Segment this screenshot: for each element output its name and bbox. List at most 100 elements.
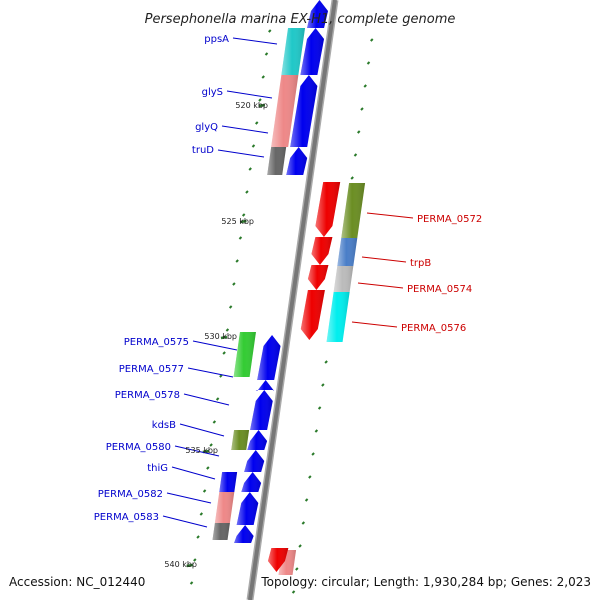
gene-segment-shade — [341, 183, 366, 238]
callout-line — [232, 37, 278, 45]
callout-line — [357, 282, 404, 289]
kbp-tick — [186, 563, 193, 568]
callout-line — [183, 393, 230, 406]
gene-label[interactable]: PERMA_0578 — [115, 390, 180, 401]
gene-segment-shade — [281, 28, 306, 75]
gene-label[interactable]: PERMA_0582 — [98, 489, 163, 500]
tick-mark — [295, 567, 299, 571]
forward-arrow-shade — [236, 492, 259, 525]
kbp-label: 530 kbp — [204, 332, 237, 341]
tick-mark — [268, 29, 272, 33]
tick-mark — [209, 443, 213, 447]
tick-mark — [308, 475, 312, 479]
gene-segment-shade — [219, 472, 238, 492]
kbp-tick — [202, 449, 210, 454]
topology-text: Topology: circular; Length: 1,930,284 bp… — [260, 575, 591, 589]
tick-mark — [261, 75, 265, 79]
tick-mark — [241, 213, 246, 217]
tick-mark — [202, 489, 207, 493]
callout-line — [187, 367, 234, 378]
reverse-arrow-shade — [300, 290, 325, 340]
tick-mark — [317, 406, 322, 410]
forward-arrow-shade — [300, 28, 325, 75]
forward-arrow-shade — [247, 430, 268, 450]
kbp-tick — [258, 103, 266, 108]
tick-mark — [301, 521, 306, 525]
kbp-label: 525 kbp — [221, 217, 254, 226]
tick-mark — [228, 305, 233, 309]
tick-mark — [314, 429, 319, 433]
accession-text: Accession: NC_012440 — [9, 575, 145, 589]
tick-mark — [298, 544, 302, 548]
gene-labels: ppsA glyS glyQ truD PERMA_0572 trpB PERM… — [94, 34, 482, 523]
tick-mark — [255, 121, 259, 125]
gene-label[interactable]: kdsB — [152, 420, 176, 431]
callout-line — [351, 321, 398, 328]
gene-label[interactable]: PERMA_0574 — [407, 284, 472, 295]
gene-label[interactable]: PERMA_0580 — [106, 442, 171, 453]
gene-segment-shade — [333, 266, 354, 292]
tick-mark — [350, 176, 354, 180]
forward-arrow-shade — [244, 450, 265, 472]
kbp-label: 520 kbp — [235, 101, 268, 110]
kbp-tick — [240, 219, 247, 224]
gene-segments — [212, 28, 366, 575]
gene-label[interactable]: glyS — [202, 87, 223, 98]
gene-label[interactable]: glyQ — [195, 122, 218, 133]
gene-segment-shade — [214, 492, 235, 523]
gene-segment-shade — [267, 147, 287, 175]
callout-line — [166, 492, 212, 504]
callout-line — [366, 212, 414, 219]
tick-mark — [366, 61, 371, 65]
gene-segment-shade — [233, 332, 256, 377]
tick-mark — [206, 466, 210, 470]
gene-segment-shade — [326, 292, 350, 342]
gene-label[interactable]: truD — [192, 145, 214, 156]
gene-label[interactable]: PERMA_0583 — [94, 512, 159, 523]
tick-mark — [251, 144, 256, 148]
forward-arrow-shade — [290, 75, 318, 147]
reverse-arrow-shade — [267, 548, 289, 572]
reverse-arrow-shade — [315, 182, 341, 237]
forward-arrow-shade — [255, 380, 275, 391]
tick-mark — [238, 236, 243, 240]
tick-mark — [353, 153, 358, 157]
gene-label[interactable]: PERMA_0577 — [119, 364, 184, 375]
callout-line — [217, 149, 265, 158]
gene-segment-shade — [231, 430, 250, 450]
tick-mark — [321, 383, 325, 387]
forward-arrow-shade — [307, 0, 328, 28]
tick-mark — [258, 98, 262, 102]
callout-line — [174, 445, 220, 457]
tick-mark — [189, 581, 194, 585]
gene-segment-shade — [212, 523, 230, 540]
tick-mark — [199, 512, 204, 516]
tick-mark — [225, 328, 230, 332]
tick-mark — [304, 498, 309, 502]
tick-mark — [360, 107, 364, 111]
tick-mark — [324, 360, 328, 364]
callout-line — [226, 90, 273, 99]
gene-label[interactable]: trpB — [410, 258, 431, 269]
tick-mark — [219, 374, 223, 378]
gene-label[interactable]: PERMA_0572 — [417, 214, 482, 225]
tick-mark — [291, 590, 296, 594]
kbp-label: 535 kbp — [185, 446, 218, 455]
gene-segment-shade — [337, 238, 358, 266]
callout-line — [192, 340, 238, 351]
gene-label[interactable]: PERMA_0575 — [124, 337, 189, 348]
callout-line — [361, 256, 407, 263]
tick-mark — [212, 420, 217, 424]
callout-line — [221, 125, 269, 134]
tick-mark — [363, 84, 367, 88]
kbp-label: 540 kbp — [164, 560, 197, 569]
gene-label[interactable]: ppsA — [204, 34, 229, 45]
gene-label[interactable]: thiG — [147, 463, 168, 474]
tick-mark — [215, 397, 220, 401]
genome-backbone — [246, 0, 339, 600]
callout-line — [179, 423, 225, 437]
tick-mark — [193, 558, 197, 562]
gene-label[interactable]: PERMA_0576 — [401, 323, 466, 334]
tick-marks — [186, 29, 374, 594]
